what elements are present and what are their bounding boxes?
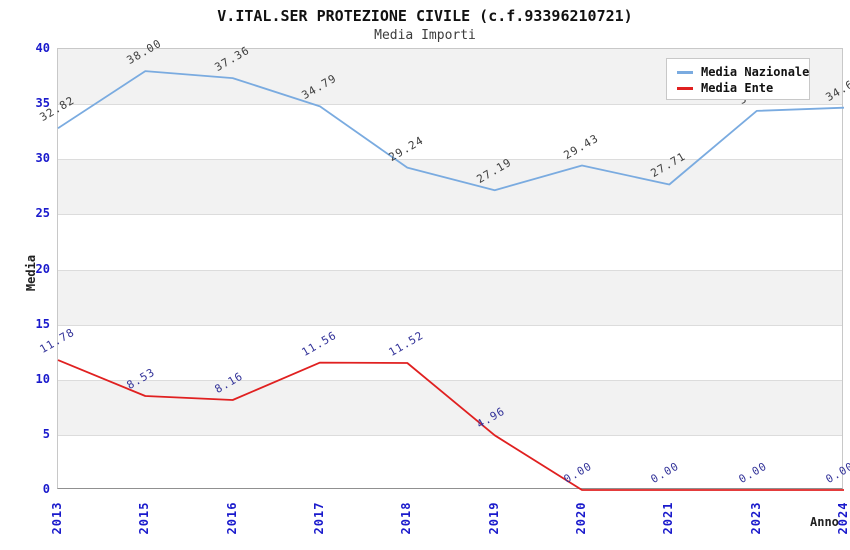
legend-item-media-nazionale: Media Nazionale <box>677 64 809 80</box>
plot-band <box>58 104 842 159</box>
y-tick-label: 40 <box>35 41 50 55</box>
legend-item-media-ente: Media Ente <box>677 80 809 96</box>
chart-title: V.ITAL.SER PROTEZIONE CIVILE (c.f.933962… <box>217 7 633 25</box>
plot-band <box>58 379 842 435</box>
x-tick-label: 2023 <box>748 501 763 535</box>
x-tick-label: 2017 <box>312 501 326 535</box>
x-tick-label: 2021 <box>661 501 676 535</box>
series-lines <box>57 70 845 491</box>
x-axis-title: Anno <box>810 515 839 529</box>
media-ente-line <box>57 359 844 491</box>
x-tick-label: 2020 <box>574 501 588 535</box>
plot-band <box>58 214 842 269</box>
y-tick-label: 20 <box>35 261 50 276</box>
chart-subtitle: Media Importi <box>374 28 476 43</box>
y-tick-label: 0 <box>42 482 50 496</box>
plot-band <box>58 159 842 215</box>
plot-area <box>57 48 845 491</box>
x-tick-label: 2015 <box>137 501 152 535</box>
media-nazionale-swatch-icon <box>677 70 693 74</box>
legend-label: Media Nazionale <box>701 65 810 79</box>
x-tick-label: 2013 <box>50 501 64 535</box>
y-tick-label: 35 <box>35 96 50 111</box>
y-tick-label: 15 <box>35 316 50 331</box>
plot-band <box>58 324 842 380</box>
plot-band <box>58 434 842 490</box>
y-axis-title: Media <box>24 254 38 292</box>
legend: Media Nazionale Media Ente <box>666 58 810 100</box>
x-tick-label: 2016 <box>224 501 239 535</box>
y-tick-label: 10 <box>35 371 50 386</box>
y-tick-label: 25 <box>35 206 50 221</box>
y-tick-label: 30 <box>35 151 50 166</box>
x-tick-label: 2018 <box>399 501 414 535</box>
media-nazionale-line <box>57 70 845 192</box>
plot-band <box>58 269 842 325</box>
x-tick-label: 2019 <box>486 501 501 535</box>
media-ente-swatch-icon <box>677 86 693 90</box>
y-tick-label: 5 <box>42 426 50 441</box>
legend-label: Media Ente <box>701 81 774 95</box>
